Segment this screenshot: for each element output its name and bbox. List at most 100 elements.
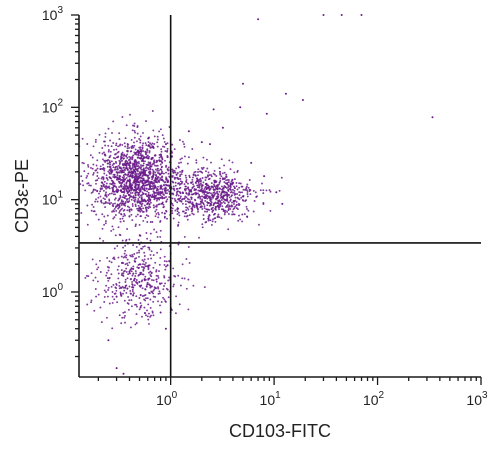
data-point [135, 215, 138, 218]
data-point [164, 150, 167, 153]
data-point [203, 193, 206, 196]
data-point [115, 186, 118, 189]
data-point [236, 192, 239, 195]
data-point [191, 201, 194, 204]
data-point [211, 185, 214, 188]
data-point [240, 196, 243, 199]
data-point [128, 285, 131, 288]
data-point [216, 197, 219, 200]
data-point [91, 203, 94, 206]
data-point [157, 211, 160, 214]
data-point [122, 372, 125, 375]
data-point [81, 161, 84, 164]
data-point [129, 182, 132, 185]
data-point [119, 196, 122, 198]
data-point [164, 189, 167, 192]
data-point [149, 239, 152, 242]
data-point [202, 166, 205, 169]
data-point [136, 178, 139, 181]
data-point [142, 207, 145, 210]
data-point [133, 136, 136, 139]
data-point [132, 196, 135, 199]
data-point [229, 185, 232, 188]
data-point [139, 135, 142, 138]
data-point [128, 190, 131, 193]
data-point [174, 199, 177, 202]
data-point [108, 176, 111, 179]
data-point [233, 207, 236, 210]
data-point [157, 287, 160, 290]
data-point [135, 245, 138, 248]
data-point [133, 253, 136, 255]
data-point [212, 194, 215, 197]
data-point [165, 195, 168, 198]
data-point [173, 170, 176, 172]
data-point [194, 181, 197, 184]
data-point [108, 156, 111, 159]
data-point [136, 125, 139, 127]
data-point [113, 168, 116, 171]
data-point [110, 160, 113, 163]
data-point [255, 196, 258, 198]
data-point [116, 174, 119, 177]
data-point [144, 216, 147, 219]
data-point [136, 207, 139, 210]
data-point [218, 204, 221, 206]
data-point [201, 226, 204, 229]
data-point [101, 213, 104, 216]
data-point [141, 315, 143, 318]
data-point [164, 159, 166, 162]
data-point [114, 197, 117, 200]
data-point [207, 178, 210, 181]
data-point [111, 132, 113, 134]
data-point [236, 188, 239, 191]
data-point [208, 196, 211, 199]
data-point [124, 214, 126, 217]
data-point [109, 161, 111, 164]
data-point [234, 196, 237, 199]
data-point [155, 161, 158, 164]
data-point [111, 186, 114, 189]
data-point [143, 279, 146, 282]
data-point [129, 174, 132, 177]
data-point [108, 168, 111, 171]
data-point [241, 198, 244, 201]
data-point [146, 148, 149, 151]
data-point [156, 164, 159, 167]
data-point [157, 216, 160, 219]
data-point [181, 140, 184, 143]
data-point [146, 309, 148, 312]
data-point [124, 197, 127, 200]
data-point [163, 212, 166, 215]
data-point [151, 279, 153, 281]
data-point [155, 175, 158, 178]
data-point [131, 164, 134, 167]
data-point [190, 193, 193, 196]
data-point [184, 185, 187, 188]
data-point [114, 202, 116, 205]
data-point [208, 174, 211, 177]
data-point [156, 251, 159, 254]
data-point [122, 246, 125, 249]
data-point [106, 277, 109, 280]
data-point [118, 210, 121, 213]
data-point [213, 184, 216, 187]
data-point [278, 189, 281, 192]
data-point [147, 268, 150, 271]
data-point [156, 138, 159, 141]
data-point [153, 286, 156, 289]
data-point [131, 191, 134, 194]
data-point [132, 272, 135, 275]
data-point [141, 287, 144, 290]
data-point [131, 187, 134, 190]
data-point [106, 165, 109, 168]
data-point [185, 287, 188, 290]
data-point [137, 204, 140, 207]
data-point [218, 216, 221, 219]
data-point [246, 195, 249, 198]
data-point [146, 315, 149, 318]
data-point [122, 215, 125, 218]
data-point [114, 214, 117, 216]
data-point [219, 170, 221, 173]
